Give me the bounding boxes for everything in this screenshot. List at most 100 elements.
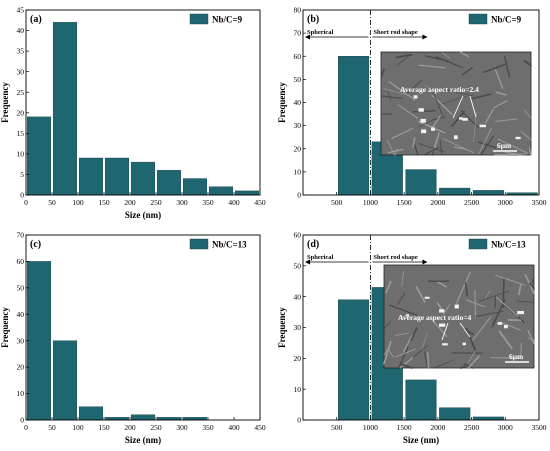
legend-label: Nb/C=9 (491, 15, 522, 25)
arrowhead (422, 259, 428, 265)
scale-bar-label: 6μm (497, 141, 512, 150)
micrograph-inset: Average aspect ratio=4 6μm (383, 264, 535, 369)
bar (439, 187, 471, 196)
texture-stroke (527, 337, 535, 341)
x-tick-label: 300 (176, 423, 188, 432)
texture-stroke (413, 142, 419, 156)
x-axis-label: Size (nm) (125, 210, 161, 220)
x-tick-label: 3000 (498, 423, 513, 432)
texture-stroke (504, 151, 522, 156)
x-tick-label: 100 (72, 423, 84, 432)
texture-stroke (463, 363, 474, 369)
precipitate-particle (424, 296, 430, 299)
y-tick-label: 20 (294, 354, 302, 363)
texture-stroke (485, 108, 494, 124)
texture-stroke (401, 270, 405, 287)
precipitate-particle (442, 343, 448, 346)
precipitate-particle (439, 323, 446, 327)
y-tick-label: 35 (17, 47, 25, 56)
texture-stroke (418, 120, 446, 134)
legend-swatch (468, 238, 488, 250)
texture-stroke (493, 100, 508, 109)
legend-label: Nb/C=9 (212, 15, 243, 25)
texture-stroke (453, 146, 467, 150)
texture-stroke (415, 286, 426, 303)
y-tick-label: 60 (294, 231, 302, 240)
y-tick-label: 10 (294, 385, 302, 394)
texture-stroke (439, 140, 443, 155)
texture-stroke (531, 278, 535, 289)
texture-stroke (480, 135, 495, 156)
x-tick-label: 0 (24, 198, 28, 207)
precipitate-particle (462, 117, 468, 121)
texture-stroke (399, 357, 414, 369)
y-tick-label: 30 (17, 67, 25, 76)
y-tick-label: 25 (17, 88, 25, 97)
bar (234, 190, 260, 196)
texture-stroke (435, 56, 464, 69)
texture-stroke (494, 69, 504, 89)
annotation-arrow (441, 322, 449, 341)
texture-stroke (478, 290, 509, 302)
x-axis-label: Size (nm) (403, 435, 439, 445)
texture-stroke (484, 290, 491, 299)
precipitate-particle (503, 324, 508, 329)
arrowhead (305, 34, 310, 40)
texture-stroke (385, 280, 392, 294)
plot-frame (25, 234, 261, 421)
x-tick-label: 500 (331, 198, 343, 207)
texture-stroke (398, 104, 419, 119)
x-tick-label: 1500 (397, 198, 412, 207)
precipitate-particle (453, 135, 458, 140)
texture-stroke (465, 328, 477, 353)
x-tick-label: 100 (72, 198, 84, 207)
y-tick-label: 20 (17, 108, 25, 117)
bar (78, 406, 104, 421)
texture-stroke (380, 68, 385, 80)
bar (439, 407, 471, 421)
texture-stroke (459, 365, 466, 369)
texture-stroke (394, 148, 398, 156)
texture-stroke (431, 87, 443, 116)
y-tick-label: 30 (17, 336, 25, 345)
texture-stroke (397, 54, 412, 66)
y-tick-label: 20 (17, 363, 25, 372)
texture-stroke (456, 271, 471, 304)
y-tick-label: 50 (294, 261, 302, 270)
bar (405, 379, 437, 421)
y-tick-label: 0 (297, 416, 301, 425)
texture-stroke (399, 363, 413, 369)
x-tick-label: 1000 (363, 198, 378, 207)
texture-stroke (394, 332, 410, 336)
arrowhead (422, 34, 428, 40)
panel-label: (a) (30, 14, 42, 25)
bar (130, 161, 156, 196)
x-tick-label: 150 (98, 423, 110, 432)
x-tick-label: 2000 (430, 198, 445, 207)
precipitate-particle (517, 310, 525, 315)
texture-stroke (402, 335, 413, 353)
texture-stroke (460, 110, 479, 129)
x-tick-label: 1500 (397, 423, 412, 432)
x-tick-label: 300 (176, 198, 188, 207)
x-tick-label: 350 (202, 198, 214, 207)
texture-stroke (383, 343, 392, 356)
chart-panel-b: 0 10 20 30 40 50 60 70 80 500 1000 1500 2000 2500 3000… (277, 6, 547, 207)
panel-label: (b) (307, 14, 319, 25)
texture-stroke (388, 304, 417, 316)
texture-stroke (433, 359, 453, 369)
y-tick-label: 80 (294, 6, 302, 15)
texture-stroke (433, 132, 440, 149)
texture-stroke (459, 51, 470, 58)
texture-stroke (495, 91, 507, 96)
region-label-spherical: Spherical (307, 29, 334, 36)
texture-stroke (503, 55, 511, 78)
texture-stroke (421, 333, 428, 351)
x-axis-label: Size (nm) (125, 435, 161, 445)
texture-stroke (391, 127, 414, 139)
texture-stroke (383, 321, 391, 330)
y-tick-label: 5 (20, 170, 24, 179)
arrowhead (305, 259, 310, 265)
y-tick-label: 70 (17, 231, 25, 240)
